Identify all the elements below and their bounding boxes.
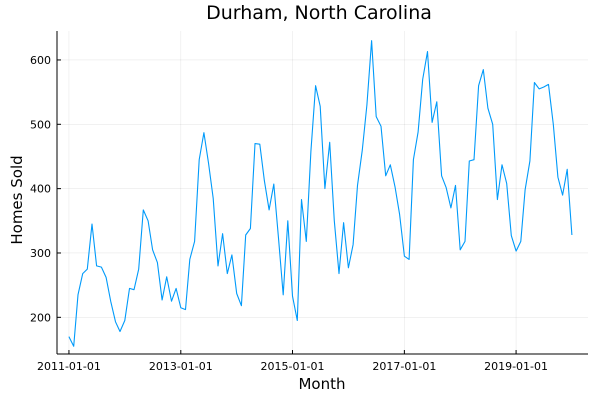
x-tick-label: 2011-01-01: [37, 360, 101, 373]
x-tick-label: 2017-01-01: [372, 360, 436, 373]
series-group: [68, 40, 573, 347]
y-tick-label: 500: [30, 118, 51, 131]
axes: [56, 31, 588, 355]
x-tick-label: 2015-01-01: [261, 360, 325, 373]
ticks: 2011-01-01 2013-01-01 2015-01-01 2017-01-01…: [30, 54, 548, 373]
x-axis-label: Month: [298, 375, 345, 393]
y-tick-label: 200: [30, 311, 51, 324]
x-tick-label: 2019-01-01: [484, 360, 548, 373]
chart-title: Durham, North Carolina: [206, 2, 432, 24]
grid: [57, 31, 588, 354]
y-tick-label: 600: [30, 54, 51, 67]
y-tick-label: 300: [30, 247, 51, 260]
y-axis-label: Homes Sold: [8, 155, 26, 244]
x-tick-label: 2013-01-01: [149, 360, 213, 373]
y-tick-label: 400: [30, 183, 51, 196]
series-line-0: [68, 40, 573, 347]
